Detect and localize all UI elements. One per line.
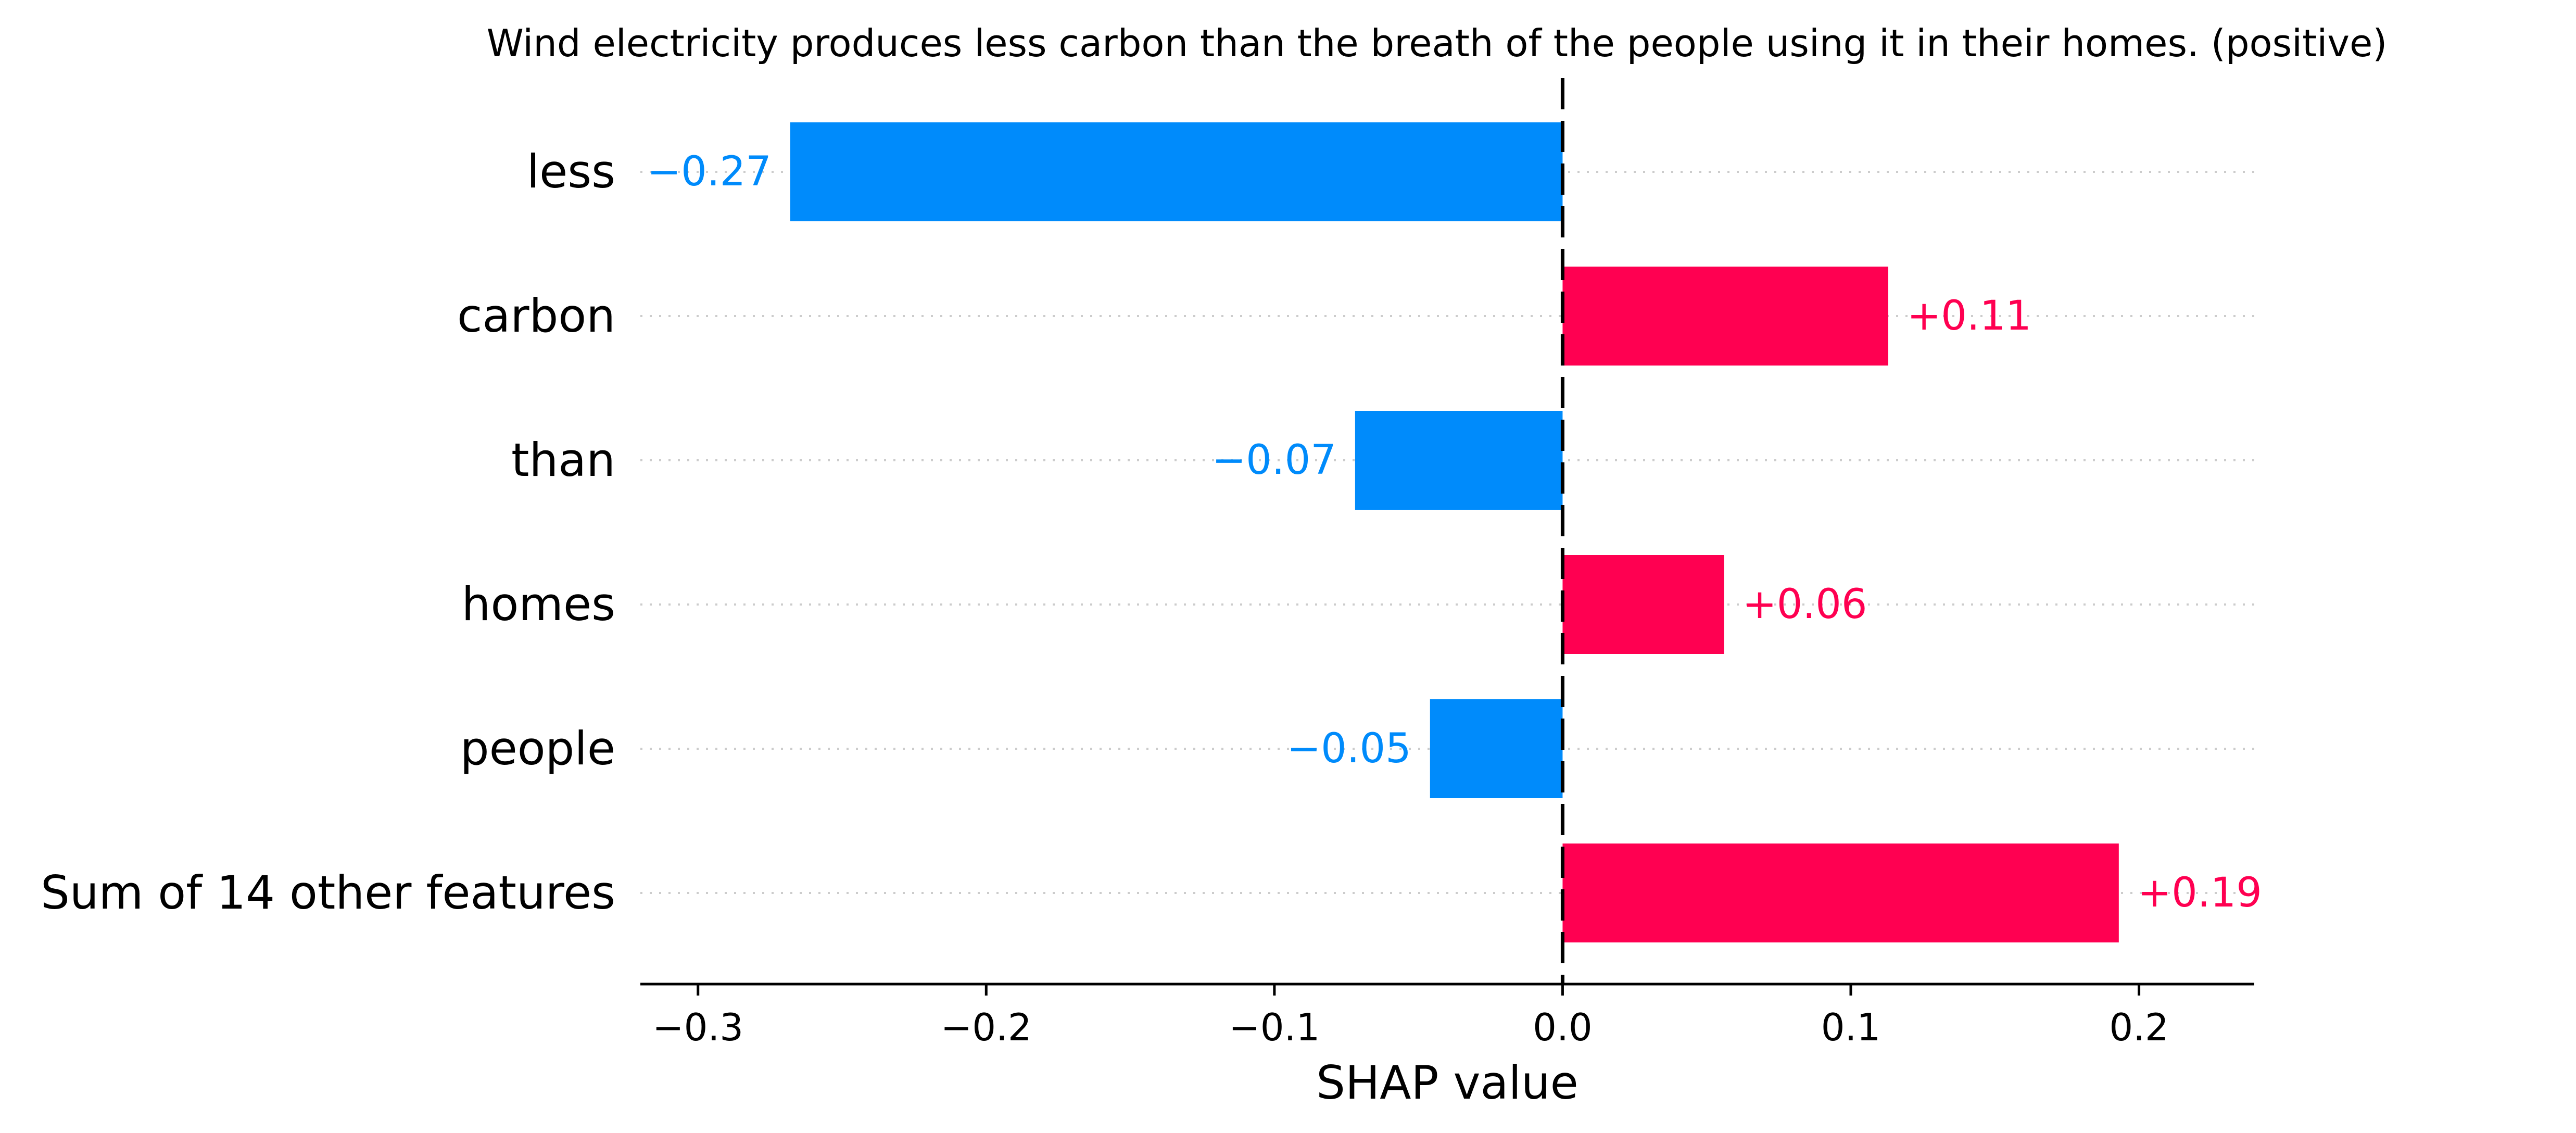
x-tick-label: −0.2 [941, 1005, 1032, 1049]
bar [1562, 844, 2119, 942]
value-labels: −0.27 +0.11 −0.07 +0.06 −0.05 +0.19 [647, 148, 2262, 916]
bar-value-label: +0.06 [1742, 581, 1867, 628]
bar [790, 122, 1563, 221]
bar [1562, 267, 1888, 366]
chart-title: Wind electricity produces less carbon th… [487, 21, 2388, 65]
bar-value-label: −0.05 [1287, 725, 1411, 772]
x-tick-label: −0.3 [652, 1005, 743, 1049]
category-label: Sum of 14 other features [41, 866, 615, 920]
bar-value-label: +0.11 [1907, 293, 2031, 339]
category-label: less [527, 145, 615, 198]
x-tick-label: 0.1 [1821, 1005, 1881, 1049]
bar-value-label: +0.19 [2138, 870, 2262, 916]
category-label: homes [462, 577, 615, 631]
category-label: than [511, 433, 615, 487]
bar-value-label: −0.27 [647, 148, 772, 195]
bar-value-label: −0.07 [1212, 437, 1336, 484]
category-labels: less carbon than homes people Sum of 14 other… [41, 145, 615, 920]
category-label: people [460, 722, 615, 775]
bar [1562, 555, 1724, 654]
bar [1355, 411, 1563, 510]
x-axis: −0.3 −0.2 −0.1 0.0 0.1 0.2 [640, 983, 2254, 1049]
x-axis-title: SHAP value [1316, 1056, 1579, 1110]
category-label: carbon [457, 289, 615, 343]
x-tick-label: 0.0 [1533, 1005, 1593, 1049]
bar [1430, 699, 1563, 798]
x-tick-label: 0.2 [2109, 1005, 2169, 1049]
bars [790, 122, 2119, 942]
x-tick-label: −0.1 [1229, 1005, 1320, 1049]
